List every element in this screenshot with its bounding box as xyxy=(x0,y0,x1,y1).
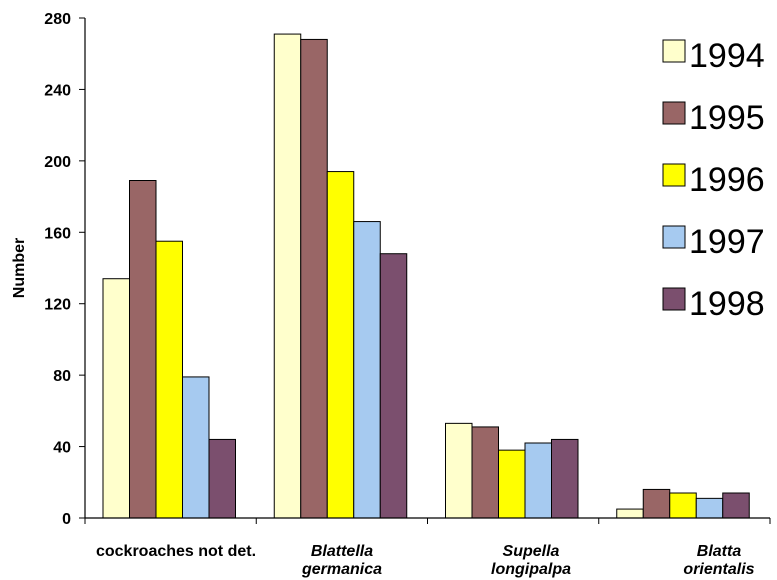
bar-1995-cat-2 xyxy=(471,426,499,519)
bar-1997-cat-2 xyxy=(524,442,552,519)
y-tick-label: 0 xyxy=(62,511,71,528)
bar-1998-cat-2 xyxy=(551,438,579,519)
bar-1998-cat-0 xyxy=(208,438,236,519)
legend: 1994 1995 1996 1997 1998 xyxy=(662,37,765,323)
x-category-label: Blattella germanica xyxy=(301,543,382,578)
x-category-label: Blatta orientalis xyxy=(683,543,754,578)
legend-label-1998: 1998 xyxy=(689,285,765,323)
bar-1995-cat-3 xyxy=(642,488,671,519)
legend-swatch-1996 xyxy=(662,163,686,187)
bar-1998-cat-1 xyxy=(379,253,408,519)
y-tick-label: 280 xyxy=(44,11,71,28)
y-axis-title: Number xyxy=(11,238,28,298)
y-tick-label: 40 xyxy=(53,440,71,457)
legend-swatch-1994 xyxy=(662,39,686,63)
bar-1995-cat-0 xyxy=(129,180,157,519)
legend-swatch-1997 xyxy=(662,225,686,249)
legend-swatch-1998 xyxy=(662,287,686,311)
bar-1996-cat-1 xyxy=(326,171,355,519)
legend-swatch-1995 xyxy=(662,101,686,125)
legend-label-1995: 1995 xyxy=(689,99,765,137)
y-tick-label: 120 xyxy=(44,297,71,314)
legend-label-1996: 1996 xyxy=(689,161,765,199)
bar-1996-cat-3 xyxy=(669,492,697,519)
legend-label-1997: 1997 xyxy=(689,223,765,261)
bars-group xyxy=(102,33,750,519)
bar-1996-cat-2 xyxy=(498,449,526,519)
x-category-label: Supella longipalpa xyxy=(491,543,571,578)
bar-1994-cat-0 xyxy=(102,278,130,519)
bar-1997-cat-3 xyxy=(695,497,724,519)
bar-1996-cat-0 xyxy=(155,240,183,519)
y-tick-label: 80 xyxy=(53,368,71,385)
bar-1995-cat-1 xyxy=(300,38,328,519)
y-tick-label: 160 xyxy=(44,225,71,242)
bar-1998-cat-3 xyxy=(722,492,750,519)
bar-1997-cat-1 xyxy=(353,221,381,519)
y-tick-label: 240 xyxy=(44,82,71,99)
y-tick-label: 200 xyxy=(44,154,71,171)
bar-1994-cat-3 xyxy=(616,508,644,519)
legend-label-1994: 1994 xyxy=(689,37,765,75)
bar-1994-cat-1 xyxy=(273,33,302,519)
bar-1997-cat-0 xyxy=(182,376,210,519)
axes-group xyxy=(84,18,771,524)
bar-1994-cat-2 xyxy=(445,422,473,519)
x-category-label: cockroaches not det. xyxy=(96,543,256,560)
x-categories-group: cockroaches not det. Blattella germanica Su… xyxy=(96,543,755,578)
y-ticks-group: 0 40 80 120 160 200 240 280 xyxy=(44,11,85,528)
